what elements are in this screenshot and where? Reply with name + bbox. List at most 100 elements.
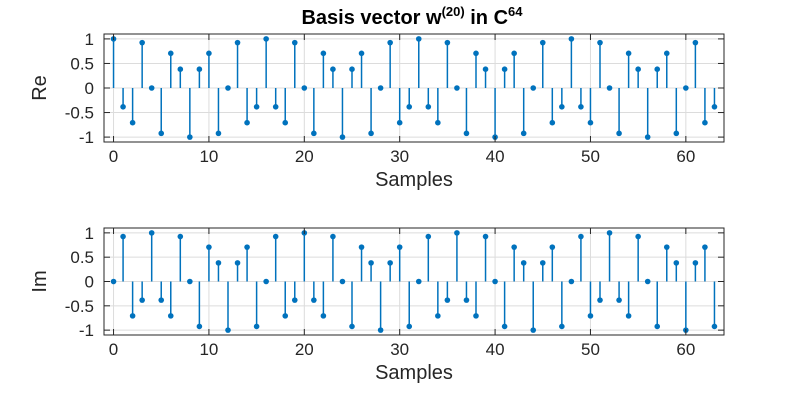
stem-marker xyxy=(330,66,336,72)
stem-marker xyxy=(196,66,203,72)
stem-marker xyxy=(511,50,517,57)
stem-marker xyxy=(311,130,317,137)
stem-marker xyxy=(435,119,441,126)
stem-marker xyxy=(578,104,584,110)
stem-marker xyxy=(654,66,661,72)
stem-marker xyxy=(158,297,165,303)
y-tick-label: -0.5 xyxy=(65,297,94,316)
y-tick-label: 1 xyxy=(85,30,94,49)
stem-marker xyxy=(110,278,117,285)
x-tick-label: 0 xyxy=(109,340,118,359)
stem-marker xyxy=(330,233,336,240)
x-tick-label: 40 xyxy=(486,340,505,359)
stem-marker xyxy=(129,119,136,126)
stem-marker xyxy=(587,119,594,126)
stem-marker xyxy=(177,66,184,72)
stem-marker xyxy=(225,85,231,91)
stem-marker xyxy=(692,39,699,46)
stem-marker xyxy=(139,297,145,303)
stem-marker xyxy=(167,50,174,57)
y-tick-label: -1 xyxy=(79,321,94,340)
stem-marker xyxy=(501,66,508,72)
stem-marker xyxy=(425,233,432,240)
stem-marker xyxy=(482,66,489,72)
stem-marker xyxy=(549,244,556,250)
stem-marker xyxy=(663,244,670,250)
stem-marker xyxy=(606,85,613,91)
stem-marker xyxy=(415,278,422,285)
stem-marker xyxy=(358,50,365,57)
stem-marker xyxy=(253,323,260,330)
x-tick-label: 60 xyxy=(676,340,695,359)
stem-marker xyxy=(396,244,403,250)
stem-marker xyxy=(673,260,680,266)
stem-marker xyxy=(587,313,594,319)
stem-marker xyxy=(139,39,145,46)
stem-marker xyxy=(673,130,680,137)
stem-marker xyxy=(206,244,212,250)
stem-marker xyxy=(711,104,718,110)
stem-marker xyxy=(463,297,470,303)
stem-marker xyxy=(454,85,460,91)
stem-marker xyxy=(539,39,546,46)
stem-marker xyxy=(501,323,508,330)
stem-marker xyxy=(120,233,126,240)
stem-marker xyxy=(368,130,374,137)
stem-marker xyxy=(530,327,537,333)
x-tick-label: 10 xyxy=(199,340,218,359)
stem-marker xyxy=(530,85,537,91)
title-superscript-2: 64 xyxy=(508,4,523,19)
stem-marker xyxy=(568,36,575,42)
stem-marker xyxy=(444,39,451,46)
stem-marker xyxy=(539,260,546,266)
stem-marker xyxy=(520,260,527,266)
stem-marker xyxy=(692,260,699,266)
stem-marker xyxy=(387,39,393,46)
stem-marker xyxy=(339,134,346,140)
stem-marker xyxy=(301,85,308,91)
x-tick-label: 50 xyxy=(581,147,600,166)
plot-imaginary-part: 0 10 20 30 40 50 60 1 0.5 0 -0.5 -1 Samples Im xyxy=(29,224,725,384)
stem-marker xyxy=(597,39,603,46)
stem-marker xyxy=(444,297,451,303)
stem-marker xyxy=(702,244,708,250)
stem-marker xyxy=(635,66,641,72)
x-tick-label: 20 xyxy=(295,340,314,359)
x-tick-label: 10 xyxy=(199,147,218,166)
chart-title: Basis vector w(20) in C64 xyxy=(301,4,523,29)
stem-marker xyxy=(644,278,651,285)
stem-marker xyxy=(616,297,622,303)
y-tick-label: -1 xyxy=(79,128,94,147)
stem-marker xyxy=(234,260,241,266)
stem-marker xyxy=(511,244,517,250)
stem-marker xyxy=(320,313,327,319)
stem-marker xyxy=(196,323,203,330)
stem-marker xyxy=(120,104,126,110)
stem-marker xyxy=(263,36,269,42)
stem-marker xyxy=(167,313,174,319)
stem-marker xyxy=(415,36,422,42)
stem-marker xyxy=(272,233,279,240)
y-tick-label: 1 xyxy=(85,224,94,243)
x-axis-label: Samples xyxy=(375,362,453,384)
stem-marker xyxy=(663,50,670,57)
stem-marker xyxy=(559,323,565,330)
stem-marker xyxy=(616,130,622,137)
stem-marker xyxy=(406,104,413,110)
x-tick-label: 40 xyxy=(486,147,505,166)
stem-marker xyxy=(597,297,603,303)
stem-marker xyxy=(263,278,269,285)
stem-marker xyxy=(635,233,641,240)
y-tick-label: 0 xyxy=(85,273,94,292)
title-superscript-1: (20) xyxy=(442,4,465,19)
stem-marker xyxy=(568,278,575,285)
x-tick-label: 30 xyxy=(390,340,409,359)
y-tick-label: 0.5 xyxy=(70,54,94,73)
stem-marker xyxy=(311,297,317,303)
stem-marker xyxy=(282,313,289,319)
stem-marker xyxy=(358,244,365,250)
y-tick-label: -0.5 xyxy=(65,104,94,123)
stem-marker xyxy=(129,313,136,319)
plot-real-part: 0 10 20 30 40 50 60 1 0.5 0 -0.5 -1 Samples Re xyxy=(29,30,725,191)
